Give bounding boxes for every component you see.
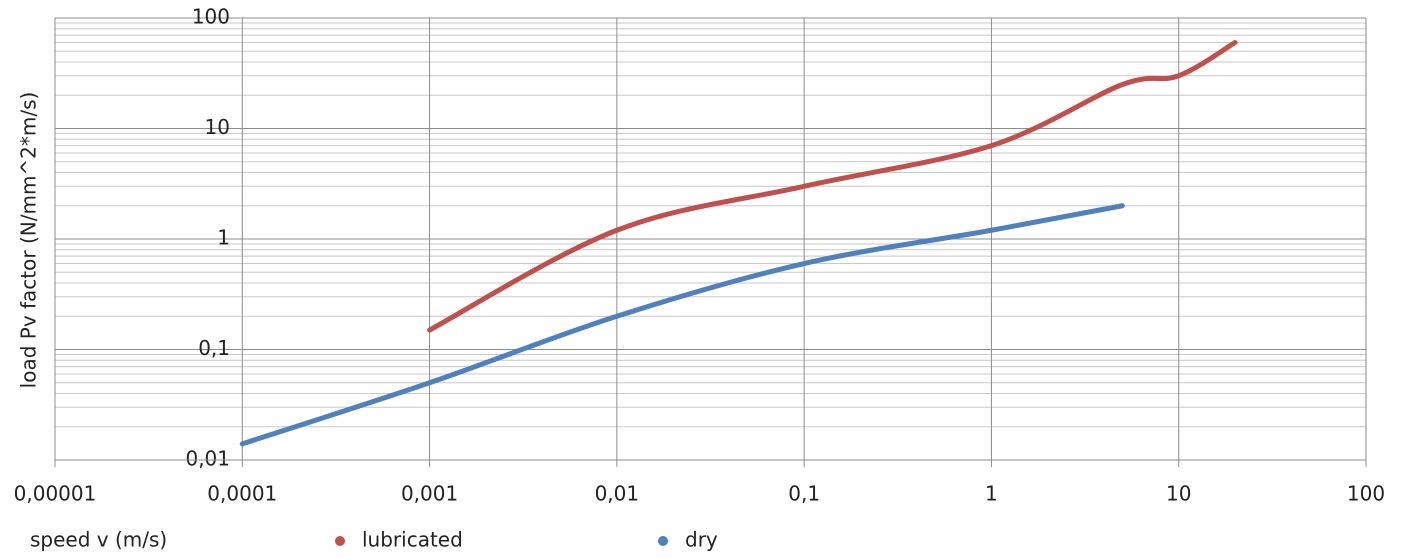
x-tick-label: 100 <box>1347 482 1385 506</box>
y-axis-label: load Pv factor (N/mm^2*m/s) <box>17 92 41 389</box>
y-tick-label: 10 <box>205 115 230 139</box>
legend-label: dry <box>685 528 718 552</box>
x-tick-label: 10 <box>1166 482 1191 506</box>
y-tick-label: 1 <box>217 226 230 250</box>
x-axis-label: speed v (m/s) <box>30 528 167 552</box>
line <box>427 40 1238 333</box>
legend-marker <box>658 536 668 546</box>
y-tick-label: 100 <box>192 5 230 29</box>
legend-label: lubricated <box>362 528 463 552</box>
line <box>239 203 1125 447</box>
legend-marker <box>335 536 345 546</box>
x-tick-label: 1 <box>985 482 998 506</box>
x-tick-label: 0,001 <box>401 482 458 506</box>
y-tick-label: 0,1 <box>198 336 230 360</box>
y-tick-label: 0,01 <box>185 447 230 471</box>
x-tick-label: 0,00001 <box>14 482 97 506</box>
x-tick-label: 0,01 <box>595 482 640 506</box>
x-tick-label: 0,0001 <box>207 482 277 506</box>
x-tick-label: 0,1 <box>788 482 820 506</box>
